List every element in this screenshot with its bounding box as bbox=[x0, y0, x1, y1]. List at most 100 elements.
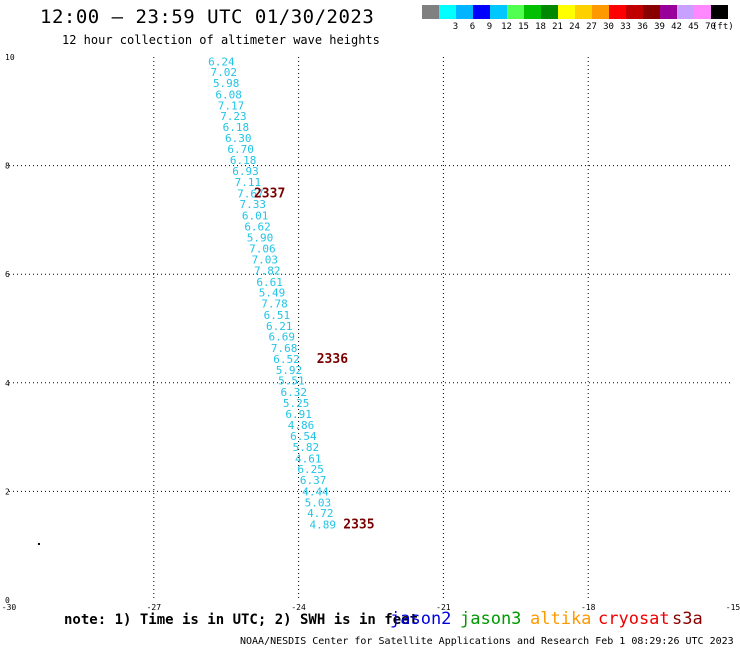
color-swatch bbox=[711, 5, 728, 19]
wave-height-label: 6.54 bbox=[290, 430, 317, 443]
legend-jason3: jason3 bbox=[460, 609, 522, 629]
legend-jason2: jason2 bbox=[390, 609, 452, 629]
color-swatch bbox=[507, 5, 524, 19]
wave-height-label: 6.37 bbox=[300, 474, 327, 487]
color-scale-label: 27 bbox=[586, 22, 597, 32]
wave-height-label: 7.02 bbox=[211, 66, 238, 79]
color-scale-label: 42 bbox=[671, 22, 682, 32]
wave-height-label: 7.33 bbox=[239, 198, 266, 211]
wave-height-label: 7.17 bbox=[218, 99, 245, 112]
data-point bbox=[37, 542, 40, 545]
wave-height-label: 5.90 bbox=[247, 231, 274, 244]
color-swatch bbox=[592, 5, 609, 19]
wave-height-label: 7.06 bbox=[249, 243, 276, 256]
wave-height-label: 6.01 bbox=[242, 210, 269, 223]
color-swatch bbox=[558, 5, 575, 19]
color-swatch bbox=[456, 5, 473, 19]
x-tick-label: -30 bbox=[2, 603, 17, 612]
x-tick-label: -15 bbox=[726, 603, 740, 612]
y-tick-label: 6 bbox=[5, 270, 10, 279]
wave-height-label: 6.18 bbox=[223, 121, 250, 134]
wave-height-label: 6.61 bbox=[256, 276, 283, 289]
color-scale-label: 45 bbox=[688, 22, 699, 32]
color-scale-label: 70 bbox=[705, 22, 716, 32]
color-scale-label: 18 bbox=[535, 22, 546, 32]
wave-height-label: 6.62 bbox=[244, 220, 271, 233]
color-swatch bbox=[439, 5, 456, 19]
color-scale-legend: (ft) 3 6 9 12 15 18 21 24 27 30 33 36 39 42 45 70 bbox=[422, 5, 734, 35]
color-scale-label: 21 bbox=[552, 22, 563, 32]
legend-s3a: s3a bbox=[672, 609, 703, 629]
color-scale-label: 30 bbox=[603, 22, 614, 32]
x-tick-label: -18 bbox=[581, 603, 596, 612]
color-swatch bbox=[422, 5, 439, 19]
x-tick-label: -27 bbox=[147, 603, 162, 612]
color-scale-label: 15 bbox=[518, 22, 529, 32]
pass-number-label: 2336 bbox=[317, 352, 348, 367]
wave-height-label: 4.89 bbox=[309, 519, 336, 532]
color-swatch bbox=[575, 5, 592, 19]
wave-height-label: 6.93 bbox=[232, 165, 259, 178]
color-swatch bbox=[643, 5, 660, 19]
wave-height-label: 7.82 bbox=[254, 264, 281, 277]
wave-height-label: 6.08 bbox=[215, 88, 242, 101]
wave-height-label: 6.52 bbox=[273, 353, 300, 366]
wave-height-label: 5.51 bbox=[278, 375, 305, 388]
chart-subtitle: 12 hour collection of altimeter wave hei… bbox=[62, 33, 380, 47]
color-scale-unit: (ft) bbox=[712, 22, 734, 32]
wave-height-label: 7.78 bbox=[261, 298, 288, 311]
color-scale-label: 24 bbox=[569, 22, 580, 32]
legend-altika: altika bbox=[530, 609, 592, 629]
y-tick-label: 8 bbox=[5, 162, 10, 171]
color-scale-label: 33 bbox=[620, 22, 631, 32]
y-tick-label: 4 bbox=[5, 379, 10, 388]
color-swatch bbox=[626, 5, 643, 19]
wave-height-label: 6.91 bbox=[285, 408, 312, 421]
color-swatch bbox=[541, 5, 558, 19]
color-scale-label: 36 bbox=[637, 22, 648, 32]
wave-height-label: 5.92 bbox=[276, 364, 303, 377]
pass-number-label: 2335 bbox=[343, 518, 374, 533]
color-scale-label: 9 bbox=[486, 22, 493, 32]
y-tick-label: 10 bbox=[5, 53, 15, 62]
x-tick-label: -21 bbox=[436, 603, 451, 612]
color-scale-label: 6 bbox=[469, 22, 476, 32]
wave-height-label: 4.44 bbox=[302, 485, 329, 498]
wave-height-label: 6.25 bbox=[297, 463, 324, 476]
credit-line: NOAA/NESDIS Center for Satellite Applica… bbox=[240, 636, 734, 647]
wave-height-label: 5.49 bbox=[259, 287, 286, 300]
wave-height-label: 6.32 bbox=[281, 386, 308, 399]
color-swatch bbox=[609, 5, 626, 19]
wave-height-label: 5.82 bbox=[293, 441, 320, 454]
wave-height-label: 4.61 bbox=[295, 452, 322, 465]
wave-height-label: 4.72 bbox=[307, 507, 334, 520]
wave-height-label: 6.18 bbox=[230, 154, 257, 167]
wave-height-label: 6.70 bbox=[227, 143, 254, 156]
x-tick-label: -24 bbox=[291, 603, 306, 612]
color-scale-label: 39 bbox=[654, 22, 665, 32]
wave-height-label: 7.67 bbox=[237, 187, 264, 200]
wave-height-label: 6.51 bbox=[264, 309, 291, 322]
color-scale-label: 12 bbox=[501, 22, 512, 32]
y-tick-label: 0 bbox=[5, 596, 10, 605]
wave-height-label: 5.98 bbox=[213, 77, 240, 90]
pass-number-label: 2337 bbox=[254, 186, 285, 201]
wave-height-label: 6.24 bbox=[208, 55, 235, 68]
chart-title: 12:00 – 23:59 UTC 01/30/2023 bbox=[40, 6, 375, 28]
wave-height-label: 4.86 bbox=[288, 419, 315, 432]
color-swatch bbox=[660, 5, 677, 19]
color-swatch bbox=[524, 5, 541, 19]
wave-height-label: 5.25 bbox=[283, 397, 310, 410]
wave-height-label: 7.03 bbox=[252, 254, 279, 267]
color-swatch bbox=[490, 5, 507, 19]
wave-height-label: 5.03 bbox=[305, 496, 332, 509]
y-tick-label: 2 bbox=[5, 487, 10, 496]
wave-height-label: 7.11 bbox=[235, 176, 262, 189]
color-swatch bbox=[473, 5, 490, 19]
color-swatch bbox=[694, 5, 711, 19]
wave-height-label: 6.30 bbox=[225, 132, 252, 145]
color-scale-label: 3 bbox=[452, 22, 459, 32]
legend-cryosat: cryosat bbox=[598, 609, 670, 629]
color-swatch bbox=[677, 5, 694, 19]
